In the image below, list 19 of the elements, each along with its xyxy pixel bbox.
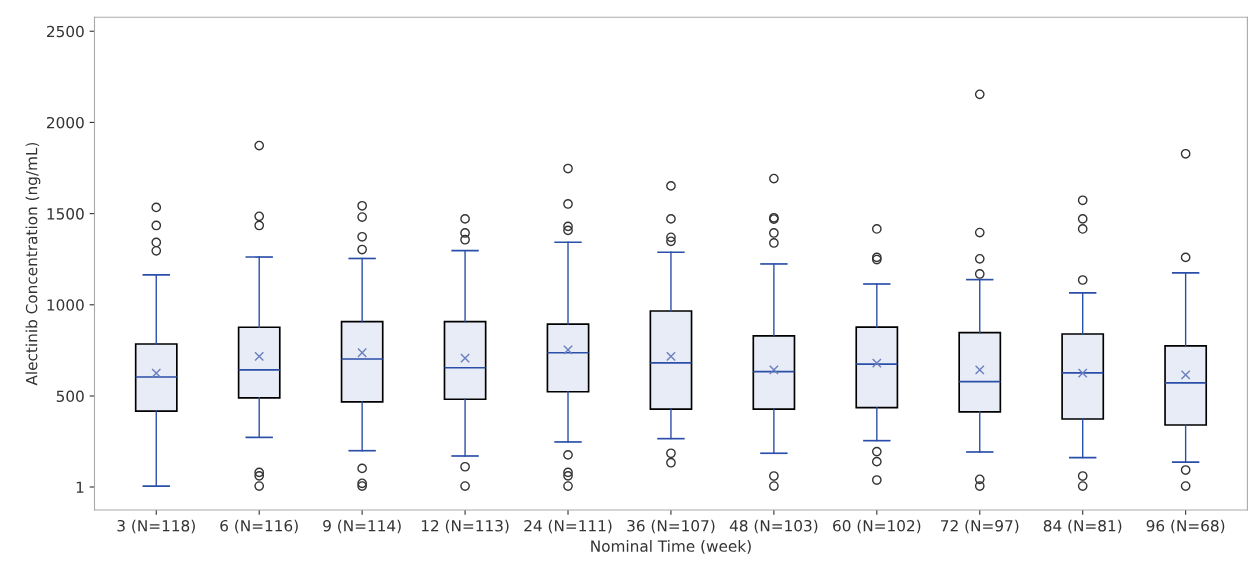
y-tick-label: 1 xyxy=(76,481,84,493)
x-tick-label: 96 (N=68) xyxy=(1146,519,1225,534)
x-tick-label: 12 (N=113) xyxy=(421,519,509,534)
x-tick-label: 3 (N=118) xyxy=(117,519,195,534)
x-axis-title: Nominal Time (week) xyxy=(591,540,751,554)
x-tick-label: 84 (N=81) xyxy=(1043,519,1122,534)
y-axis-title: Alectinib Concentration (ng/mL) xyxy=(25,142,41,386)
x-tick-label: 72 (N=97) xyxy=(941,519,1019,534)
x-tick-label: 60 (N=102) xyxy=(833,519,921,534)
y-tick-label: 2000 xyxy=(47,116,84,129)
x-tick-label: 6 (N=116) xyxy=(220,519,298,534)
y-tick-label: 1000 xyxy=(47,299,84,311)
x-tick-label: 9 (N=114) xyxy=(323,519,401,534)
y-tick-label: 1500 xyxy=(47,208,84,220)
x-tick-label: 48 (N=103) xyxy=(729,519,818,534)
x-tick-label: 24 (N=111) xyxy=(524,519,612,534)
x-tick-label: 36 (N=107) xyxy=(627,519,715,534)
y-tick-label: 2500 xyxy=(47,25,84,38)
y-tick-label: 500 xyxy=(56,390,84,403)
